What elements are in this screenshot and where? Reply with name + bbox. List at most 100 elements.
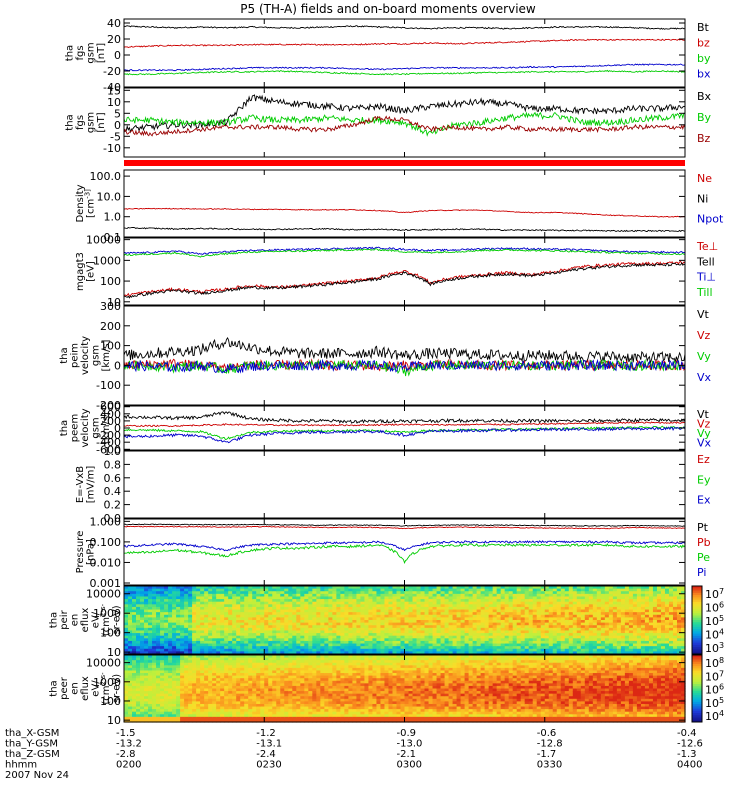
spectrogram-cell xyxy=(432,606,438,611)
spectrogram-cell xyxy=(460,601,466,605)
spectrogram-cell xyxy=(576,606,582,611)
spectrogram-cell xyxy=(528,630,534,634)
spectrogram-cell xyxy=(636,617,642,621)
spectrogram-cell xyxy=(216,606,221,611)
spectrogram-cell xyxy=(444,596,450,600)
spectrogram-cell xyxy=(196,646,201,650)
spectrogram-cell xyxy=(336,591,341,595)
spectrogram-cell xyxy=(344,622,349,626)
spectrogram-cell xyxy=(488,596,494,600)
spectrogram-cell xyxy=(432,646,438,650)
spectrogram-cell xyxy=(284,625,289,629)
spectrogram-cell xyxy=(252,648,257,652)
spectrogram-cell xyxy=(588,622,594,626)
y-tick-label: 100 xyxy=(100,627,121,640)
spectrogram-cell xyxy=(328,593,333,598)
spectrogram-cell xyxy=(276,599,281,603)
spectrogram-cell xyxy=(308,591,313,595)
spectrogram-cell xyxy=(640,640,646,645)
spectrogram-cell xyxy=(420,633,426,637)
spectrogram-cell xyxy=(176,596,181,600)
spectrogram-cell xyxy=(408,609,414,613)
spectrogram-cell xyxy=(544,627,550,632)
spectrogram-cell xyxy=(588,617,594,621)
spectrogram-cell xyxy=(620,612,626,616)
spectrogram-cell xyxy=(384,604,390,608)
spectrogram-cell xyxy=(324,614,329,618)
spectrogram-cell xyxy=(492,630,498,634)
spectrogram-cell xyxy=(204,643,209,647)
spectrogram-cell xyxy=(444,601,450,605)
spectrogram-cell xyxy=(204,711,209,715)
spectrogram-cell xyxy=(404,609,410,613)
spectrogram-cell xyxy=(132,601,137,605)
spectrogram-cell xyxy=(632,627,638,632)
spectrogram-cell xyxy=(380,593,386,598)
spectrogram-cell xyxy=(232,660,237,664)
spectrogram-cell xyxy=(124,696,129,700)
spectrogram-cell xyxy=(288,651,293,655)
spectrogram-cell xyxy=(664,646,670,650)
spectrogram-cell xyxy=(528,617,534,621)
colorbar-tick-label: 107 xyxy=(705,587,724,601)
spectrogram-cell xyxy=(208,635,213,639)
spectrogram-cell xyxy=(516,648,522,652)
spectrogram-cell xyxy=(280,601,285,605)
spectrogram-cell xyxy=(124,665,129,669)
spectrogram-cell xyxy=(468,633,474,637)
spectrogram-cell xyxy=(540,640,546,645)
spectrogram-cell xyxy=(320,620,325,624)
spectrogram-cell xyxy=(632,635,638,639)
spectrogram-cell xyxy=(336,612,341,616)
spectrogram-cell xyxy=(508,651,514,655)
spectrogram-cell xyxy=(176,709,181,713)
spectrogram-cell xyxy=(256,716,261,721)
spectrogram-cell xyxy=(176,714,181,718)
spectrogram-cell xyxy=(284,588,289,592)
spectrogram-cell xyxy=(528,588,534,592)
spectrogram-cell xyxy=(236,640,241,645)
spectrogram-cell xyxy=(268,660,273,664)
spectrogram-cell xyxy=(184,675,189,679)
spectrogram-cell xyxy=(352,640,358,645)
spectrogram-cell xyxy=(664,596,670,600)
spectrogram-cell xyxy=(448,606,454,611)
spectrogram-cell xyxy=(560,617,566,621)
spectrogram-cell xyxy=(204,716,209,721)
spectrogram-cell xyxy=(252,625,257,629)
spectrogram-cell xyxy=(328,638,333,642)
spectrogram-cell xyxy=(660,630,666,634)
spectrogram-cell xyxy=(160,701,165,705)
spectrogram-cell xyxy=(420,599,426,603)
spectrogram-cell xyxy=(152,683,157,687)
spectrogram-cell xyxy=(600,625,606,629)
spectrogram-cell xyxy=(504,606,510,611)
spectrogram-cell xyxy=(592,625,598,629)
spectrogram-cell xyxy=(264,627,269,632)
spectrogram-cell xyxy=(380,612,386,616)
spectrogram-cell xyxy=(172,714,177,718)
spectrogram-cell xyxy=(260,701,265,705)
spectrogram-cell xyxy=(560,630,566,634)
spectrogram-cell xyxy=(192,711,197,715)
spectrogram-cell xyxy=(232,601,237,605)
spectrogram-cell xyxy=(420,591,426,595)
spectrogram-cell xyxy=(172,640,177,645)
spectrogram-cell xyxy=(220,614,225,618)
spectrogram-cell xyxy=(140,678,145,682)
spectrogram-cell xyxy=(176,680,181,684)
spectrogram-cell xyxy=(520,633,526,637)
spectrogram-cell xyxy=(596,638,602,642)
spectrogram-cell xyxy=(312,606,317,611)
spectrogram-cell xyxy=(628,596,634,600)
spectrogram-cell xyxy=(264,691,269,695)
spectrogram-cell xyxy=(184,662,189,666)
spectrogram-cell xyxy=(364,646,370,650)
spectrogram-cell xyxy=(392,617,398,621)
spectrogram-cell xyxy=(144,591,149,595)
spectrogram-cell xyxy=(676,609,682,613)
spectrogram-cell xyxy=(204,612,209,616)
colorbar-segment xyxy=(692,599,702,603)
